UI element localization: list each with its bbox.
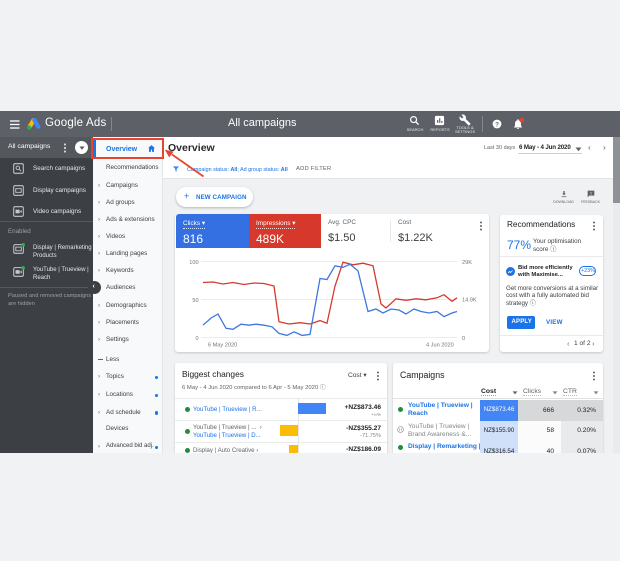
svg-text:6 May 2020: 6 May 2020	[208, 343, 237, 349]
svg-text:4 Jun 2020: 4 Jun 2020	[426, 343, 454, 349]
svg-text:50: 50	[192, 298, 198, 304]
svg-text:?: ?	[495, 121, 499, 128]
svg-text:100: 100	[189, 260, 198, 266]
svg-text:29K: 29K	[462, 260, 472, 266]
svg-text:0: 0	[462, 336, 465, 342]
svg-text:14.9K: 14.9K	[462, 298, 477, 304]
svg-text:0: 0	[195, 336, 198, 342]
